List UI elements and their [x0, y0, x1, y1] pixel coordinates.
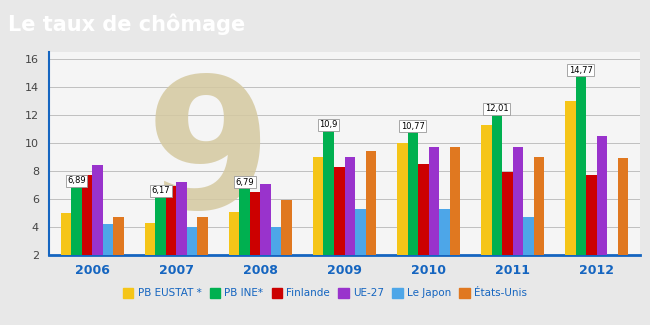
Text: 10,77: 10,77 — [401, 122, 424, 131]
Bar — [523, 217, 534, 283]
Bar — [408, 132, 418, 283]
Bar — [618, 159, 628, 283]
Bar — [565, 101, 575, 283]
Bar — [365, 151, 376, 283]
Bar — [166, 187, 176, 283]
Bar — [155, 197, 166, 283]
Bar — [324, 130, 334, 283]
Text: 10,9: 10,9 — [320, 120, 338, 129]
Bar — [114, 217, 124, 283]
Legend: PB EUSTAT *, PB INE*, Finlande, UE-27, Le Japon, États-Unis: PB EUSTAT *, PB INE*, Finlande, UE-27, L… — [119, 284, 531, 303]
Bar — [502, 173, 513, 283]
Bar — [513, 147, 523, 283]
Bar — [355, 209, 365, 283]
Bar — [92, 165, 103, 283]
Text: 14,77: 14,77 — [569, 66, 593, 75]
Bar — [176, 182, 187, 283]
Bar — [72, 187, 82, 283]
Bar — [271, 227, 281, 283]
Bar — [334, 167, 345, 283]
Bar — [491, 115, 502, 283]
Bar — [239, 188, 250, 283]
Text: 6,17: 6,17 — [151, 186, 170, 195]
Bar — [344, 157, 355, 283]
Bar — [145, 223, 155, 283]
Bar — [428, 147, 439, 283]
Bar — [261, 184, 271, 283]
Bar — [481, 125, 491, 283]
Bar — [586, 175, 597, 283]
Text: 12,01: 12,01 — [485, 105, 508, 113]
Text: Le taux de chômage: Le taux de chômage — [8, 13, 246, 35]
Bar — [229, 212, 239, 283]
Bar — [418, 164, 428, 283]
Text: 6,79: 6,79 — [235, 178, 254, 187]
Bar — [575, 76, 586, 283]
Bar — [450, 147, 460, 283]
Bar — [439, 209, 450, 283]
Text: 6,89: 6,89 — [68, 176, 86, 185]
Text: 9: 9 — [146, 70, 271, 246]
Bar — [313, 157, 324, 283]
Bar — [281, 201, 292, 283]
Bar — [198, 217, 208, 283]
Bar — [61, 213, 72, 283]
Bar — [597, 136, 607, 283]
Bar — [82, 175, 92, 283]
Bar — [187, 227, 198, 283]
Bar — [534, 157, 544, 283]
Bar — [397, 143, 408, 283]
Bar — [250, 192, 261, 283]
Bar — [103, 224, 114, 283]
